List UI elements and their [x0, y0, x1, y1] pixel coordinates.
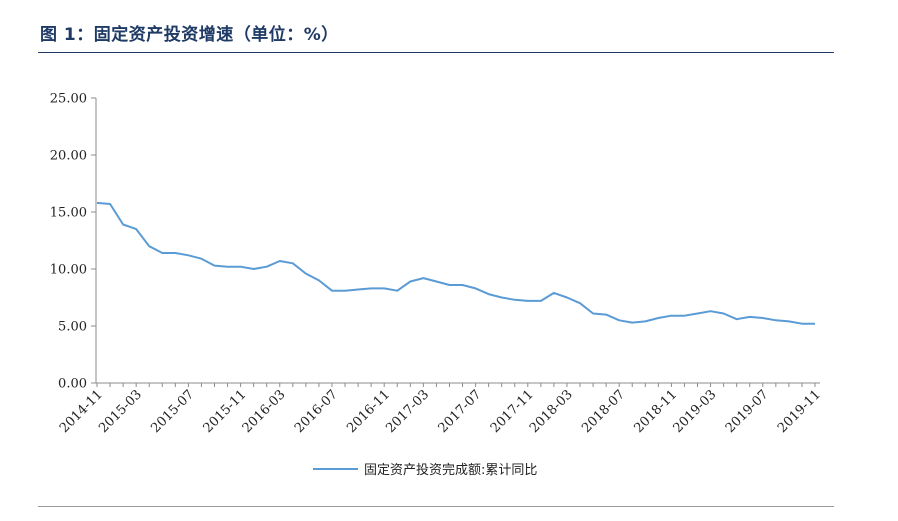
y-tick-label: 25.00 — [50, 92, 87, 107]
legend: 固定资产投资完成额:累计同比 — [313, 462, 537, 478]
y-axis: 0.00 5.00 10.00 15.00 20.00 25.00 — [50, 92, 97, 392]
figure-title: 图 1：固定资产投资增速（单位：%） — [40, 25, 339, 45]
x-tick-label: 2017-07 — [436, 387, 485, 436]
y-tick-label: 5.00 — [58, 320, 87, 335]
x-tick-label: 2015-03 — [96, 387, 145, 436]
x-tick-label: 2016-07 — [292, 387, 341, 436]
x-tick-label: 2019-07 — [723, 387, 772, 436]
legend-label: 固定资产投资完成额:累计同比 — [364, 462, 537, 478]
x-tick-label: 2018-03 — [527, 387, 576, 436]
x-tick-label: 2019-11 — [775, 387, 824, 436]
x-tick-label: 2017-03 — [383, 387, 432, 436]
x-tick-label: 2018-07 — [579, 387, 628, 436]
series-layer — [96, 201, 815, 325]
x-tick-label: 2016-03 — [240, 387, 289, 436]
y-tick-label: 0.00 — [58, 377, 87, 392]
y-tick-label: 20.00 — [50, 149, 87, 164]
series-line — [96, 201, 815, 325]
title-rule — [38, 52, 834, 53]
x-tick-label: 2015-07 — [148, 387, 197, 436]
y-tick-label: 15.00 — [50, 206, 87, 221]
x-tick-label: 2019-03 — [671, 387, 720, 436]
y-tick-label: 10.00 — [50, 263, 87, 278]
bottom-rule — [38, 506, 834, 507]
